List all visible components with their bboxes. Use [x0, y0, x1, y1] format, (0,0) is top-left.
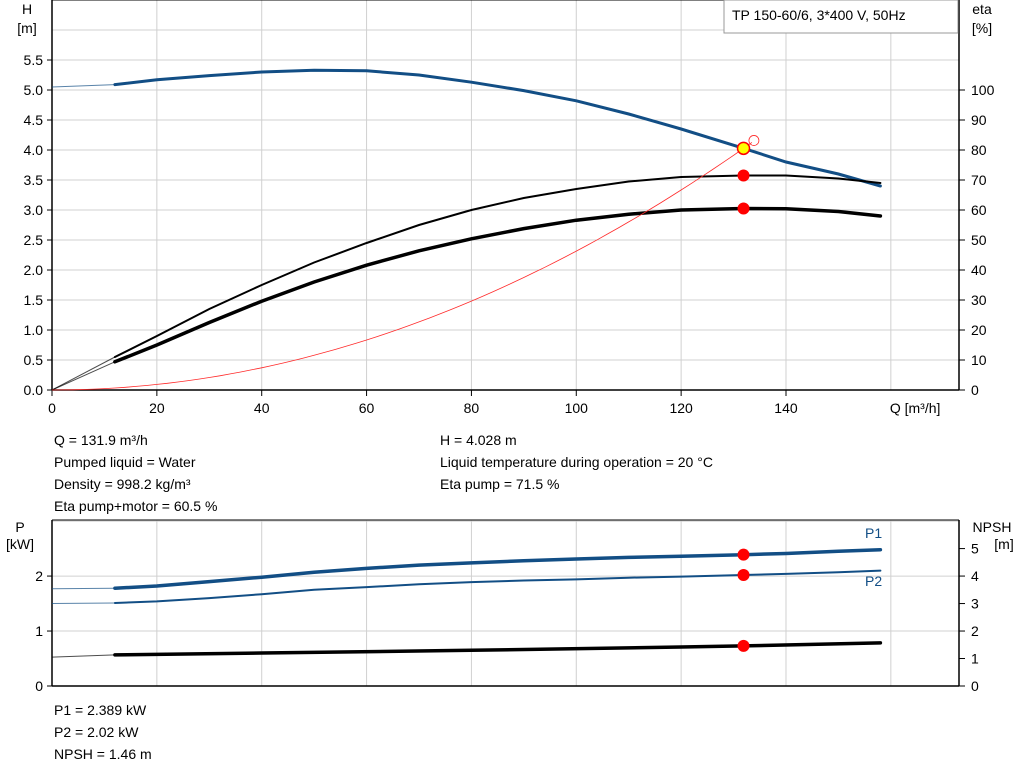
y-tick-label-left: 5.5: [24, 52, 44, 68]
y-tick-label-left: 3.5: [24, 172, 44, 188]
y-tick-label-left: 4.5: [24, 112, 44, 128]
p2-curve: [113, 569, 882, 604]
info-h: H = 4.028 m: [440, 432, 517, 448]
info-top-right: H = 4.028 m Liquid temperature during op…: [440, 429, 713, 495]
series-0-lead-line: [51, 84, 115, 88]
system-curve-end-marker: [748, 135, 760, 146]
info-p1: P1 = 2.389 kW: [54, 702, 147, 718]
x-tick-label: 140: [774, 400, 798, 416]
p2-lead-line: [51, 602, 115, 604]
series-0-curve: [113, 68, 882, 188]
info-npsh: NPSH = 1.46 m: [54, 746, 152, 762]
info-liquid: Pumped liquid = Water: [54, 454, 196, 470]
series-2-lead-line: [51, 361, 116, 391]
info-temp: Liquid temperature during operation = 20…: [440, 454, 713, 470]
series-1-curve: [113, 174, 882, 358]
series-2-curve: [113, 206, 883, 364]
info-eta-total: Eta pump+motor = 60.5 %: [54, 498, 218, 514]
x-tick-label: 0: [48, 400, 56, 416]
y-tick-label-right: 90: [971, 112, 987, 128]
y-tick-label-right: 50: [971, 232, 987, 248]
x-tick-label: 60: [359, 400, 375, 416]
y-tick-label-left: 0.0: [24, 382, 44, 398]
y-tick-label-right: 80: [971, 142, 987, 158]
p2-marker: [737, 568, 750, 581]
y-axis-label-right-unit: [%]: [972, 20, 992, 36]
eta-total-marker: [737, 202, 750, 215]
y-tick-label-left: 2: [35, 568, 43, 584]
y-tick-label-left: 2.5: [24, 232, 44, 248]
y-tick-label-left: 3.0: [24, 202, 44, 218]
y-tick-label-left: 4.0: [24, 142, 44, 158]
p1-lead-line: [51, 587, 115, 590]
y-tick-label-left: 0: [35, 678, 43, 694]
y-tick-label-left: 1: [35, 623, 43, 639]
info-q: Q = 131.9 m³/h: [54, 432, 148, 448]
y-tick-label-left: 5.0: [24, 82, 44, 98]
info-top-left: Q = 131.9 m³/h Pumped liquid = Water Den…: [54, 429, 217, 517]
npsh-curve: [113, 641, 883, 657]
y-tick-label-right: 70: [971, 172, 987, 188]
operating-point-marker: [736, 141, 751, 156]
npsh-marker: [737, 639, 750, 652]
y-axis-label-left: P: [15, 519, 24, 535]
x-tick-label: 40: [254, 400, 270, 416]
y-tick-label-right: 4: [971, 568, 979, 584]
y-axis-label-left: H: [22, 1, 32, 17]
y-tick-label-right: 2: [971, 623, 979, 639]
info-bottom: P1 = 2.389 kW P2 = 2.02 kW NPSH = 1.46 m: [54, 699, 152, 765]
series-1-lead-line: [51, 356, 116, 391]
y-tick-label-right: 3: [971, 596, 979, 612]
x-tick-label: 100: [565, 400, 589, 416]
p1-curve: [113, 547, 883, 590]
y-tick-label-right: 40: [971, 262, 987, 278]
y-tick-label-right: 30: [971, 292, 987, 308]
y-tick-label-left: 1.0: [24, 322, 44, 338]
y-axis-label-right-unit: [m]: [994, 536, 1013, 552]
x-tick-label: 20: [149, 400, 165, 416]
x-tick-label: 120: [669, 400, 693, 416]
x-axis-label: Q [m³/h]: [890, 400, 941, 416]
p2-label: P2: [865, 573, 882, 589]
y-tick-label-right: 10: [971, 352, 987, 368]
info-density: Density = 998.2 kg/m³: [54, 476, 191, 492]
chart-title: TP 150-60/6, 3*400 V, 50Hz: [732, 7, 906, 23]
system-curve: [51, 142, 753, 391]
y-tick-label-left: 0.5: [24, 352, 44, 368]
y-axis-label-left-unit: [m]: [17, 20, 36, 36]
y-tick-label-right: 100: [971, 82, 995, 98]
y-tick-label-right: 0: [971, 382, 979, 398]
y-tick-label-left: 2.0: [24, 262, 44, 278]
info-eta-pump: Eta pump = 71.5 %: [440, 476, 560, 492]
eta-pump-marker: [737, 169, 750, 182]
npsh-lead-line: [51, 654, 115, 658]
p1-label: P1: [865, 525, 882, 541]
y-tick-label-right: 0: [971, 678, 979, 694]
y-tick-label-right: 60: [971, 202, 987, 218]
y-axis-label-right: eta: [972, 1, 992, 17]
y-tick-label-right: 1: [971, 651, 979, 667]
title-box: [723, 0, 959, 34]
y-tick-label-right: 20: [971, 322, 987, 338]
x-tick-label: 80: [464, 400, 480, 416]
y-axis-label-right: NPSH: [973, 519, 1012, 535]
info-p2: P2 = 2.02 kW: [54, 724, 139, 740]
y-tick-label-left: 1.5: [24, 292, 44, 308]
y-tick-label-right: 5: [971, 541, 979, 557]
p1-marker: [737, 548, 750, 561]
y-axis-label-left-unit: [kW]: [6, 536, 34, 552]
